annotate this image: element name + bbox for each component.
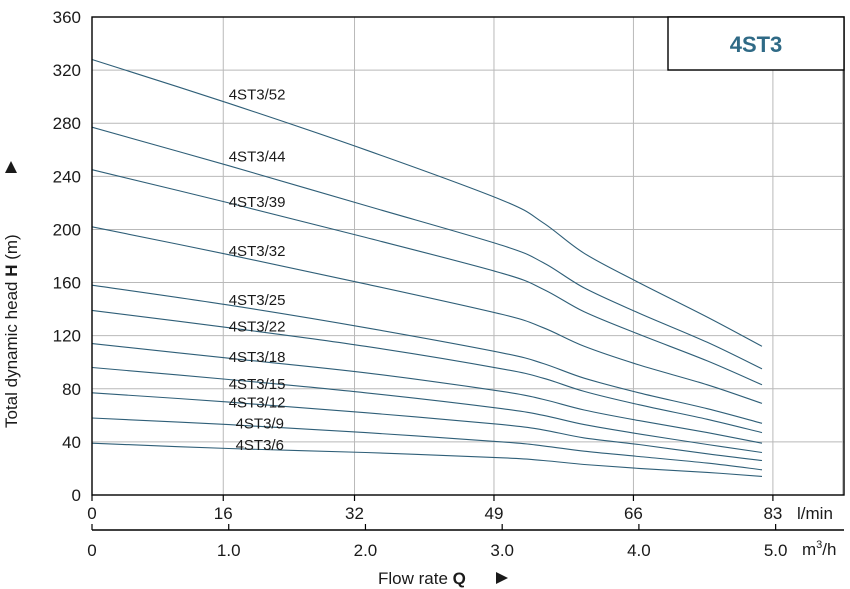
chart-title: 4ST3	[730, 32, 783, 57]
y-axis-title-symbol: H	[2, 265, 21, 277]
y-axis-title: Total dynamic head H (m)	[2, 161, 21, 428]
curve-4st3-52	[91, 58, 763, 347]
curve-labels: 4ST3/52 4ST3/44 4ST3/39 4ST3/32 4ST3/25 4ST3/…	[229, 86, 286, 454]
curve-4st3-44	[91, 126, 763, 370]
x-tick-label-m3h-5: 5.0	[764, 541, 788, 560]
y-tick-label-9: 360	[53, 8, 81, 27]
x-tick-labels: 0 16 32 49 66 83 0 1.0 2.0 3.0 4.0 5.0	[87, 495, 787, 560]
y-tick-label-8: 320	[53, 61, 81, 80]
x-tick-label-lmin-0: 0	[87, 504, 96, 523]
y-tick-label-0: 0	[72, 486, 81, 505]
y-tick-label-2: 80	[62, 380, 81, 399]
model-title-box	[667, 16, 845, 71]
x-unit-secondary-tail: /h	[822, 540, 836, 559]
x-tick-label-lmin-1: 16	[214, 504, 233, 523]
y-tick-label-3: 120	[53, 327, 81, 346]
curve-label-4st3-39: 4ST3/39	[229, 194, 286, 211]
svg-text:Flow rate Q: Flow rate Q	[378, 569, 466, 588]
y-tick-label-4: 160	[53, 274, 81, 293]
x-tick-label-m3h-2: 2.0	[354, 541, 378, 560]
x-tick-label-lmin-3: 49	[485, 504, 504, 523]
y-tick-label-1: 40	[62, 433, 81, 452]
y-tick-labels: 0 40 80 120 160 200 240 280 320 360	[53, 8, 81, 505]
x-unit-secondary-sup: 3	[816, 539, 822, 551]
curve-4st3-6	[91, 442, 763, 477]
curve-label-4st3-12: 4ST3/12	[229, 394, 286, 411]
y-axis-title-text: Total dynamic head	[2, 282, 21, 428]
curve-label-4st3-25: 4ST3/25	[229, 292, 286, 309]
curve-4st3-9	[91, 417, 763, 471]
y-tick-label-7: 280	[53, 114, 81, 133]
x-unit-primary: l/min	[797, 504, 833, 523]
x-tick-label-m3h-1: 1.0	[217, 541, 241, 560]
curve-label-4st3-18: 4ST3/18	[229, 349, 286, 366]
x-tick-label-m3h-4: 4.0	[627, 541, 651, 560]
x-axis-title-text: Flow rate	[378, 569, 448, 588]
curve-label-4st3-44: 4ST3/44	[229, 149, 286, 166]
plot-frame	[91, 16, 845, 496]
y-tick-label-6: 240	[53, 167, 81, 186]
curve-label-4st3-6: 4ST3/6	[236, 437, 284, 454]
curve-4st3-18	[91, 343, 763, 444]
curve-4st3-12	[91, 392, 763, 462]
svg-text:Total dynamic head H: Total dynamic head H (m)	[2, 234, 21, 428]
x-tick-label-lmin-4: 66	[624, 504, 643, 523]
x-axis-title-symbol: Q	[453, 569, 466, 588]
curve-4st3-22	[91, 309, 763, 434]
performance-curves	[91, 58, 763, 477]
curve-label-4st3-32: 4ST3/32	[229, 243, 286, 260]
curve-4st3-25	[91, 284, 763, 424]
curve-label-4st3-9: 4ST3/9	[236, 416, 284, 433]
curve-label-4st3-15: 4ST3/15	[229, 376, 286, 393]
curve-4st3-15	[91, 366, 763, 454]
x-unit-secondary: m3/h	[802, 539, 836, 559]
x-axis-arrow-icon	[496, 572, 508, 584]
x-unit-secondary-base: m	[802, 540, 816, 559]
curve-4st3-32	[91, 226, 763, 404]
x-tick-label-lmin-5: 83	[763, 504, 782, 523]
y-axis-title-unit: (m)	[2, 234, 21, 259]
x-tick-label-m3h-0: 0	[87, 541, 96, 560]
curve-label-4st3-22: 4ST3/22	[229, 319, 286, 336]
x-tick-label-m3h-3: 3.0	[490, 541, 514, 560]
x-tick-label-lmin-2: 32	[345, 504, 364, 523]
grid	[92, 17, 844, 495]
y-tick-label-5: 200	[53, 220, 81, 239]
x-axis-title: Flow rate Q	[378, 569, 508, 588]
curve-4st3-39	[91, 169, 763, 386]
y-axis-arrow-icon	[5, 161, 17, 173]
curve-label-4st3-52: 4ST3/52	[229, 86, 286, 103]
